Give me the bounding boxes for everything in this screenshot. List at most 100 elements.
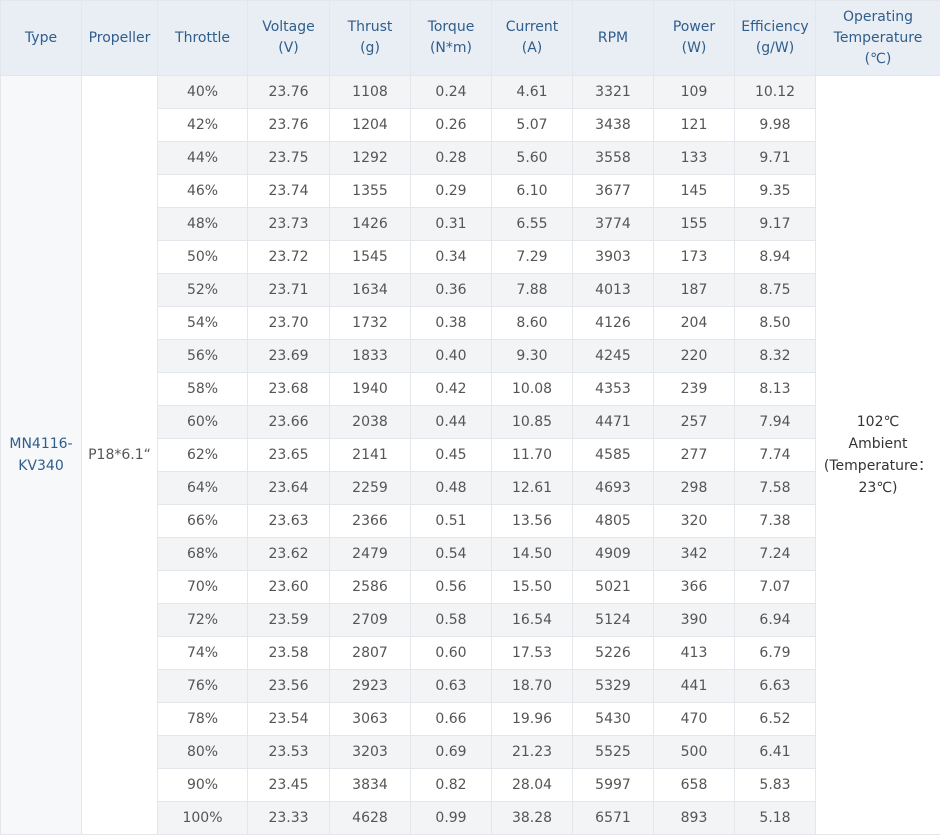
voltage-cell: 23.75 — [248, 142, 330, 175]
torque-cell: 0.82 — [411, 769, 492, 802]
efficiency-cell: 7.38 — [735, 505, 816, 538]
throttle-cell: 66% — [158, 505, 248, 538]
header-propeller: Propeller — [82, 1, 158, 76]
voltage-cell: 23.66 — [248, 406, 330, 439]
current-cell: 6.10 — [492, 175, 573, 208]
current-cell: 38.28 — [492, 802, 573, 835]
efficiency-cell: 6.41 — [735, 736, 816, 769]
voltage-cell: 23.65 — [248, 439, 330, 472]
efficiency-cell: 6.52 — [735, 703, 816, 736]
voltage-cell: 23.72 — [248, 241, 330, 274]
header-row: Type Propeller Throttle Voltage (V) Thru… — [1, 1, 940, 76]
rpm-cell: 3558 — [573, 142, 654, 175]
power-cell: 320 — [654, 505, 735, 538]
current-cell: 12.61 — [492, 472, 573, 505]
efficiency-cell: 7.58 — [735, 472, 816, 505]
voltage-cell: 23.76 — [248, 109, 330, 142]
header-type: Type — [1, 1, 82, 76]
power-cell: 109 — [654, 76, 735, 109]
efficiency-cell: 6.79 — [735, 637, 816, 670]
power-cell: 277 — [654, 439, 735, 472]
power-cell: 413 — [654, 637, 735, 670]
efficiency-cell: 8.32 — [735, 340, 816, 373]
efficiency-cell: 9.98 — [735, 109, 816, 142]
throttle-cell: 44% — [158, 142, 248, 175]
torque-cell: 0.38 — [411, 307, 492, 340]
rpm-cell: 4585 — [573, 439, 654, 472]
torque-cell: 0.31 — [411, 208, 492, 241]
power-cell: 441 — [654, 670, 735, 703]
rpm-cell: 3774 — [573, 208, 654, 241]
throttle-cell: 54% — [158, 307, 248, 340]
power-cell: 121 — [654, 109, 735, 142]
torque-cell: 0.26 — [411, 109, 492, 142]
current-cell: 10.85 — [492, 406, 573, 439]
voltage-cell: 23.60 — [248, 571, 330, 604]
thrust-cell: 1292 — [330, 142, 411, 175]
throttle-cell: 56% — [158, 340, 248, 373]
header-throttle: Throttle — [158, 1, 248, 76]
torque-cell: 0.48 — [411, 472, 492, 505]
current-cell: 17.53 — [492, 637, 573, 670]
throttle-cell: 60% — [158, 406, 248, 439]
torque-cell: 0.45 — [411, 439, 492, 472]
rpm-cell: 4013 — [573, 274, 654, 307]
torque-cell: 0.24 — [411, 76, 492, 109]
throttle-cell: 100% — [158, 802, 248, 835]
header-torque: Torque (N*m) — [411, 1, 492, 76]
torque-cell: 0.69 — [411, 736, 492, 769]
throttle-cell: 40% — [158, 76, 248, 109]
current-cell: 5.60 — [492, 142, 573, 175]
torque-cell: 0.58 — [411, 604, 492, 637]
power-cell: 366 — [654, 571, 735, 604]
rpm-cell: 4126 — [573, 307, 654, 340]
voltage-cell: 23.70 — [248, 307, 330, 340]
power-cell: 893 — [654, 802, 735, 835]
torque-cell: 0.54 — [411, 538, 492, 571]
current-cell: 16.54 — [492, 604, 573, 637]
thrust-cell: 1108 — [330, 76, 411, 109]
thrust-cell: 2259 — [330, 472, 411, 505]
thrust-cell: 1545 — [330, 241, 411, 274]
torque-cell: 0.28 — [411, 142, 492, 175]
torque-cell: 0.66 — [411, 703, 492, 736]
throttle-cell: 74% — [158, 637, 248, 670]
throttle-cell: 62% — [158, 439, 248, 472]
thrust-cell: 4628 — [330, 802, 411, 835]
torque-cell: 0.34 — [411, 241, 492, 274]
current-cell: 8.60 — [492, 307, 573, 340]
power-cell: 658 — [654, 769, 735, 802]
throttle-cell: 70% — [158, 571, 248, 604]
rpm-cell: 5525 — [573, 736, 654, 769]
header-thrust: Thrust (g) — [330, 1, 411, 76]
torque-cell: 0.29 — [411, 175, 492, 208]
current-cell: 5.07 — [492, 109, 573, 142]
power-cell: 155 — [654, 208, 735, 241]
power-cell: 145 — [654, 175, 735, 208]
efficiency-cell: 6.94 — [735, 604, 816, 637]
rpm-cell: 3438 — [573, 109, 654, 142]
throttle-cell: 90% — [158, 769, 248, 802]
voltage-cell: 23.73 — [248, 208, 330, 241]
power-cell: 133 — [654, 142, 735, 175]
current-cell: 7.29 — [492, 241, 573, 274]
power-cell: 220 — [654, 340, 735, 373]
header-power: Power (W) — [654, 1, 735, 76]
rpm-cell: 4471 — [573, 406, 654, 439]
thrust-cell: 2586 — [330, 571, 411, 604]
efficiency-cell: 7.07 — [735, 571, 816, 604]
voltage-cell: 23.53 — [248, 736, 330, 769]
rpm-cell: 3321 — [573, 76, 654, 109]
rpm-cell: 4353 — [573, 373, 654, 406]
propeller-cell: P18*6.1“ — [82, 76, 158, 835]
rpm-cell: 4805 — [573, 505, 654, 538]
thrust-cell: 2038 — [330, 406, 411, 439]
thrust-cell: 1426 — [330, 208, 411, 241]
rpm-cell: 4909 — [573, 538, 654, 571]
thrust-cell: 1833 — [330, 340, 411, 373]
current-cell: 28.04 — [492, 769, 573, 802]
thrust-cell: 3203 — [330, 736, 411, 769]
throttle-cell: 50% — [158, 241, 248, 274]
thrust-cell: 3063 — [330, 703, 411, 736]
